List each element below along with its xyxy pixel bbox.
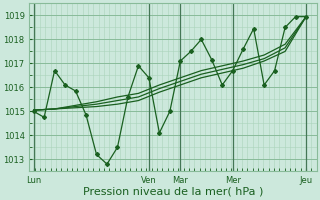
X-axis label: Pression niveau de la mer( hPa ): Pression niveau de la mer( hPa ) xyxy=(83,187,263,197)
